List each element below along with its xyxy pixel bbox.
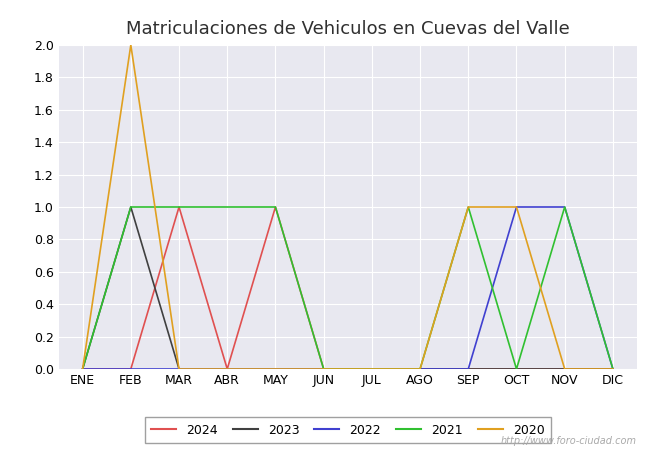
Line: 2020: 2020 xyxy=(83,45,613,369)
2024 xyxy=(272,204,280,210)
2022 xyxy=(320,366,328,372)
2021 xyxy=(127,204,135,210)
Title: Matriculaciones de Vehiculos en Cuevas del Valle: Matriculaciones de Vehiculos en Cuevas d… xyxy=(126,20,569,38)
2021 xyxy=(79,366,86,372)
Line: 2022: 2022 xyxy=(83,207,613,369)
2024 xyxy=(416,366,424,372)
2020 xyxy=(320,366,328,372)
2022 xyxy=(561,204,569,210)
2022 xyxy=(464,366,472,372)
2024 xyxy=(175,204,183,210)
2022 xyxy=(609,366,617,372)
2024 xyxy=(561,366,569,372)
Legend: 2024, 2023, 2022, 2021, 2020: 2024, 2023, 2022, 2021, 2020 xyxy=(145,417,551,443)
2023 xyxy=(416,366,424,372)
2022 xyxy=(368,366,376,372)
2022 xyxy=(513,204,521,210)
Text: http://www.foro-ciudad.com: http://www.foro-ciudad.com xyxy=(501,436,637,446)
2021 xyxy=(175,204,183,210)
2020 xyxy=(416,366,424,372)
2021 xyxy=(609,366,617,372)
2023 xyxy=(513,366,521,372)
2021 xyxy=(272,204,280,210)
2020 xyxy=(561,366,569,372)
2020 xyxy=(609,366,617,372)
2023 xyxy=(464,366,472,372)
2024 xyxy=(79,366,86,372)
Line: 2024: 2024 xyxy=(83,207,613,369)
2020 xyxy=(464,204,472,210)
2021 xyxy=(561,204,569,210)
2021 xyxy=(224,204,231,210)
2020 xyxy=(368,366,376,372)
2024 xyxy=(320,366,328,372)
2023 xyxy=(272,366,280,372)
2024 xyxy=(224,366,231,372)
2021 xyxy=(368,366,376,372)
2024 xyxy=(368,366,376,372)
2023 xyxy=(79,366,86,372)
2023 xyxy=(368,366,376,372)
2024 xyxy=(127,366,135,372)
2021 xyxy=(513,366,521,372)
2022 xyxy=(79,366,86,372)
2022 xyxy=(127,366,135,372)
2023 xyxy=(561,366,569,372)
2023 xyxy=(175,366,183,372)
2023 xyxy=(224,366,231,372)
2020 xyxy=(272,366,280,372)
2023 xyxy=(609,366,617,372)
2021 xyxy=(416,366,424,372)
2020 xyxy=(127,42,135,48)
2021 xyxy=(464,204,472,210)
2020 xyxy=(79,366,86,372)
Line: 2023: 2023 xyxy=(83,207,613,369)
2022 xyxy=(272,366,280,372)
2024 xyxy=(464,366,472,372)
2024 xyxy=(513,366,521,372)
2023 xyxy=(127,204,135,210)
2023 xyxy=(320,366,328,372)
2022 xyxy=(175,366,183,372)
2020 xyxy=(175,366,183,372)
Line: 2021: 2021 xyxy=(83,207,613,369)
2021 xyxy=(320,366,328,372)
2022 xyxy=(224,366,231,372)
2020 xyxy=(513,204,521,210)
2022 xyxy=(416,366,424,372)
2020 xyxy=(224,366,231,372)
2024 xyxy=(609,366,617,372)
